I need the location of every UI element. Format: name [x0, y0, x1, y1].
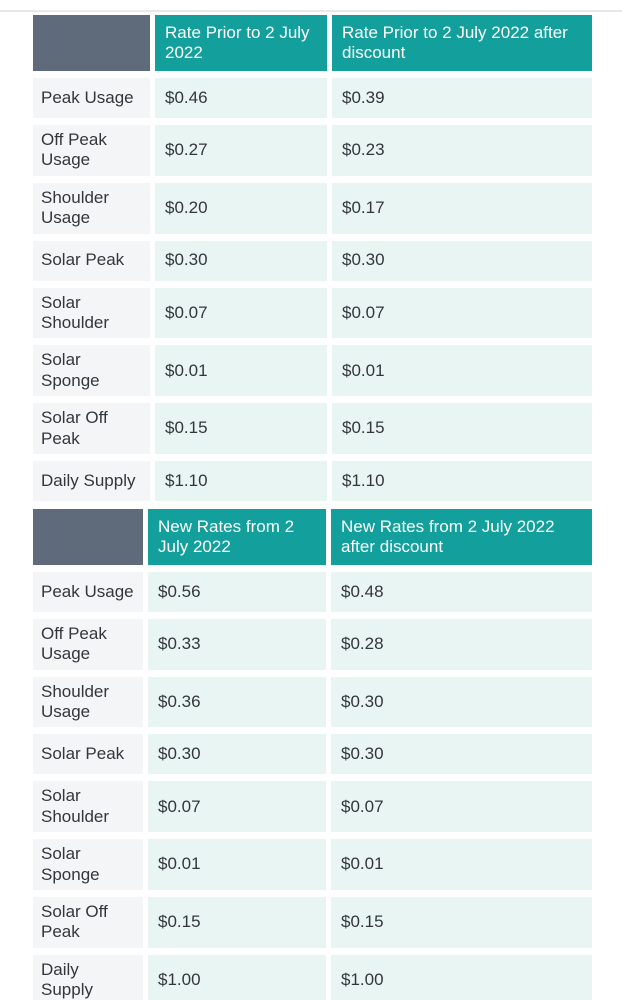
discount-rate-value: $0.01 — [331, 839, 592, 891]
row-label: Shoulder Usage — [33, 182, 150, 234]
row-label: Solar Shoulder — [33, 781, 143, 833]
rate-value: $0.07 — [155, 287, 327, 339]
rate-value: $0.30 — [155, 240, 327, 281]
rate-value: $0.15 — [148, 897, 326, 948]
rate-value: $0.15 — [155, 403, 327, 454]
rate-value: $0.36 — [148, 676, 326, 728]
discount-rate-value: $0.48 — [331, 571, 592, 612]
row-label: Solar Peak — [33, 240, 150, 281]
page-top-divider — [0, 10, 622, 12]
row-label: Solar Off Peak — [33, 897, 143, 948]
discount-rate-value: $0.30 — [331, 676, 592, 728]
discount-rate-value: $0.23 — [332, 125, 592, 176]
rate-value: $0.56 — [148, 571, 326, 612]
column-header-prior-rate-discount: Rate Prior to 2 July 2022 after discount — [332, 15, 592, 71]
discount-rate-value: $0.07 — [331, 781, 592, 833]
discount-rate-value: $0.15 — [331, 897, 592, 948]
discount-rate-value: $0.07 — [332, 287, 592, 339]
column-header-new-rate-discount: New Rates from 2 July 2022 after discoun… — [331, 508, 592, 565]
rate-value: $0.20 — [155, 182, 327, 234]
row-label: Solar Off Peak — [33, 403, 150, 454]
new-rates-table: New Rates from 2 July 2022 New Rates fro… — [33, 508, 592, 1000]
rate-value: $1.10 — [155, 460, 327, 501]
discount-rate-value: $1.00 — [331, 954, 592, 1000]
rate-value: $0.07 — [148, 781, 326, 833]
row-label: Daily Supply — [33, 460, 150, 501]
discount-rate-value: $0.30 — [331, 734, 592, 775]
corner-cell — [33, 508, 143, 565]
rate-value: $0.27 — [155, 125, 327, 176]
rate-value: $0.33 — [148, 618, 326, 670]
column-header-new-rate: New Rates from 2 July 2022 — [148, 508, 326, 565]
row-label: Solar Sponge — [33, 839, 143, 891]
discount-rate-value: $0.39 — [332, 78, 592, 118]
row-label: Off Peak Usage — [33, 125, 150, 176]
rates-page: Rate Prior to 2 July 2022 Rate Prior to … — [33, 15, 592, 1000]
corner-cell — [33, 15, 150, 71]
row-label: Daily Supply — [33, 954, 143, 1000]
discount-rate-value: $0.28 — [331, 618, 592, 670]
rate-value: $0.46 — [155, 78, 327, 118]
rate-value: $0.01 — [155, 345, 327, 397]
row-label: Solar Peak — [33, 734, 143, 775]
row-label: Solar Sponge — [33, 345, 150, 397]
row-label: Solar Shoulder — [33, 287, 150, 339]
discount-rate-value: $1.10 — [332, 460, 592, 501]
rate-value: $0.30 — [148, 734, 326, 775]
row-label: Off Peak Usage — [33, 618, 143, 670]
discount-rate-value: $0.15 — [332, 403, 592, 454]
row-label: Peak Usage — [33, 571, 143, 612]
rate-value: $0.01 — [148, 839, 326, 891]
discount-rate-value: $0.30 — [332, 240, 592, 281]
row-label: Shoulder Usage — [33, 676, 143, 728]
row-label: Peak Usage — [33, 78, 150, 118]
prior-rates-table: Rate Prior to 2 July 2022 Rate Prior to … — [33, 15, 592, 501]
column-header-prior-rate: Rate Prior to 2 July 2022 — [155, 15, 327, 71]
discount-rate-value: $0.17 — [332, 182, 592, 234]
discount-rate-value: $0.01 — [332, 345, 592, 397]
rate-value: $1.00 — [148, 954, 326, 1000]
